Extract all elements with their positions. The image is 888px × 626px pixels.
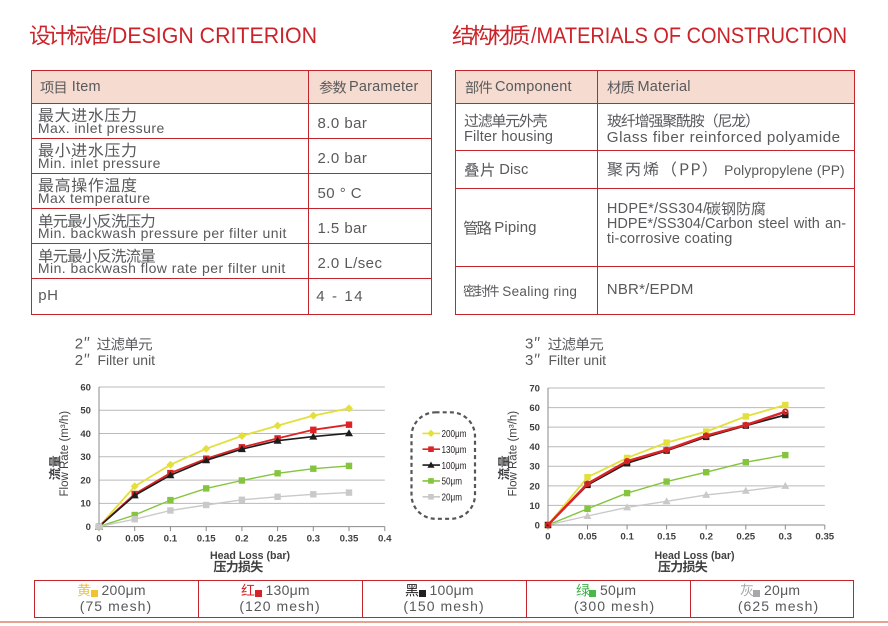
svg-text:3: 3 xyxy=(525,336,533,353)
svg-text:40: 40 xyxy=(529,442,540,453)
svg-text:0.3: 0.3 xyxy=(307,533,321,544)
svg-text:Head Loss (bar): Head Loss (bar) xyxy=(210,550,290,562)
svg-text:Flow Rate (m³/h): Flow Rate (m³/h) xyxy=(59,411,71,497)
svg-text:2: 2 xyxy=(75,352,83,369)
svg-text:0: 0 xyxy=(96,533,101,544)
svg-text:50: 50 xyxy=(529,423,540,434)
svg-text:0.35: 0.35 xyxy=(340,533,360,544)
svg-text:0.05: 0.05 xyxy=(578,532,598,543)
svg-text:0.1: 0.1 xyxy=(164,533,178,544)
svg-text:100μm: 100μm xyxy=(442,460,467,472)
svg-text:30: 30 xyxy=(80,452,91,463)
svg-text:0.25: 0.25 xyxy=(736,532,756,543)
svg-text:0.2: 0.2 xyxy=(700,532,714,543)
svg-text:0.05: 0.05 xyxy=(125,533,145,544)
svg-text:0.4: 0.4 xyxy=(378,533,392,544)
svg-text:20μm: 20μm xyxy=(442,492,463,504)
svg-text:0.15: 0.15 xyxy=(657,532,677,543)
svg-text:40: 40 xyxy=(80,429,91,440)
svg-text:10: 10 xyxy=(529,501,540,512)
svg-text:50μm: 50μm xyxy=(442,476,463,488)
svg-text:Flow Rate (m³/h): Flow Rate (m³/h) xyxy=(508,411,520,497)
svg-text:50: 50 xyxy=(80,406,91,417)
svg-text:130μm: 130μm xyxy=(442,444,467,456)
svg-text:20: 20 xyxy=(80,476,91,487)
svg-text:3: 3 xyxy=(525,352,533,369)
svg-text:Filter unit: Filter unit xyxy=(98,352,156,368)
svg-text:200μm: 200μm xyxy=(442,428,467,440)
svg-text:2: 2 xyxy=(75,336,83,353)
svg-text:0: 0 xyxy=(86,522,91,533)
svg-text:0.25: 0.25 xyxy=(268,533,288,544)
svg-text:70: 70 xyxy=(529,383,540,394)
svg-text:0.1: 0.1 xyxy=(620,532,634,543)
svg-text:20: 20 xyxy=(529,481,540,492)
svg-text:0.2: 0.2 xyxy=(235,533,249,544)
svg-text:0.3: 0.3 xyxy=(779,532,793,543)
svg-text:30: 30 xyxy=(529,462,540,473)
svg-text:60: 60 xyxy=(529,403,540,414)
svg-text:0.35: 0.35 xyxy=(815,532,835,543)
svg-text:0: 0 xyxy=(545,532,550,543)
svg-text:10: 10 xyxy=(80,499,91,510)
svg-text:Filter unit: Filter unit xyxy=(549,352,607,368)
svg-text:0.15: 0.15 xyxy=(197,533,217,544)
svg-text:0: 0 xyxy=(535,520,540,531)
svg-text:Head Loss (bar): Head Loss (bar) xyxy=(654,550,734,562)
svg-text:60: 60 xyxy=(80,382,91,393)
